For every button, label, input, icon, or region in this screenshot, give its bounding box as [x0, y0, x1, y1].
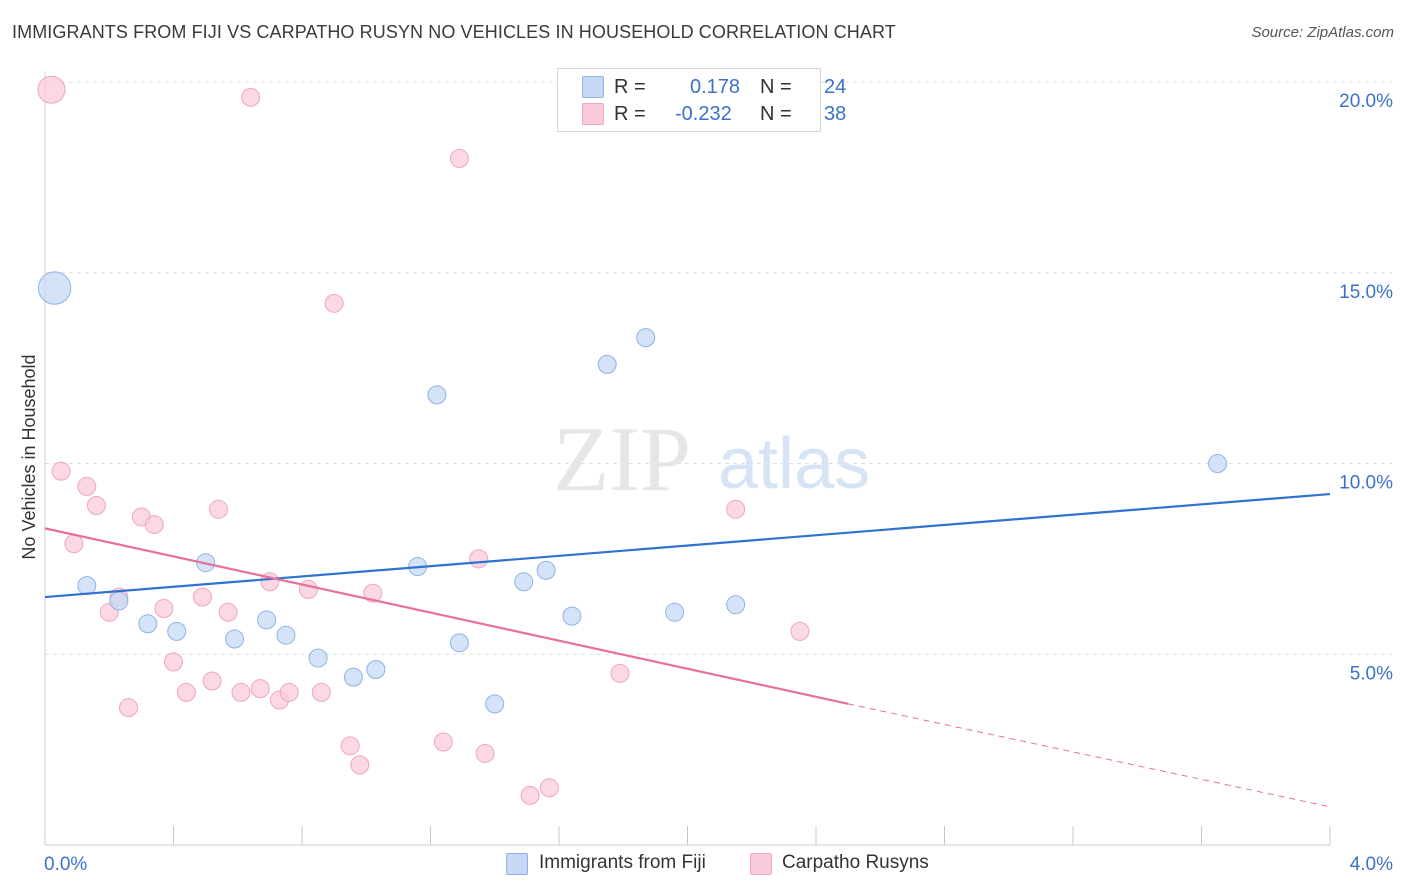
fiji-point [366, 660, 386, 680]
axes [44, 71, 1331, 846]
y-tick-label: 10.0% [1339, 473, 1393, 494]
fiji-r-value: 0.178 [690, 75, 741, 98]
fiji-point [597, 354, 617, 374]
x-tick-label: 0.0% [44, 854, 87, 875]
fiji-point [562, 606, 582, 626]
rusyn-n-value: 38 [824, 102, 847, 125]
y-axis-label: No Vehicles in Household [19, 354, 39, 559]
rusyn-point [250, 679, 270, 699]
fiji-point [665, 602, 685, 622]
rusyn-point [218, 602, 238, 622]
rusyn-point [51, 461, 71, 481]
rusyn-point [475, 743, 495, 763]
fiji-point [308, 648, 328, 668]
rusyn-point [86, 495, 106, 515]
watermark-zip: ZIP [553, 408, 691, 510]
rusyn-point [433, 732, 453, 752]
rusyn-point [202, 671, 222, 691]
rusyn-point [340, 736, 360, 756]
fiji-point [343, 667, 363, 687]
rusyn-point [176, 682, 196, 702]
fiji-n-value: 24 [824, 75, 847, 98]
rusyn-trend-line [44, 527, 849, 705]
fiji-point [138, 614, 158, 634]
chart-source: Source: ZipAtlas.com [1251, 24, 1394, 41]
fiji-legend-label: Immigrants from Fiji [539, 852, 706, 873]
rusyn-point [520, 785, 540, 805]
rusyn-point [324, 293, 344, 313]
fiji-point [636, 328, 656, 348]
tick-labels: 5.0% 10.0% 15.0% 20.0% 0.0% 4.0% [44, 91, 1393, 875]
rusyn-legend-swatch [750, 853, 772, 875]
rusyn-point [298, 579, 318, 599]
fiji-point [1208, 454, 1228, 474]
fiji-point [257, 610, 277, 630]
rusyn-swatch [582, 103, 604, 125]
rusyn-point [726, 499, 746, 519]
rusyn-point [449, 148, 469, 168]
r-label: R = [614, 75, 646, 98]
fiji-swatch [582, 76, 604, 98]
rusyn-point [144, 515, 164, 535]
fiji-point [449, 633, 469, 653]
rusyn-point [192, 587, 212, 607]
fiji-point [109, 591, 129, 611]
rusyn-r-value: -0.232 [675, 102, 732, 125]
rusyn-trend-extension [848, 703, 1331, 808]
r-label: R = [614, 102, 646, 125]
rusyn-point [64, 534, 84, 554]
y-tick-label: 5.0% [1350, 663, 1393, 684]
fiji-point [276, 625, 296, 645]
rusyn-point [119, 698, 139, 718]
rusyn-point [279, 682, 299, 702]
fiji-point [167, 621, 187, 641]
stats-legend: R = 0.178 N = 24 R = -0.232 N = 38 [557, 68, 846, 132]
rusyn-point [241, 87, 261, 107]
trend-lines [44, 492, 1331, 808]
gridlines [45, 81, 1392, 655]
rusyn-point [790, 621, 810, 641]
rusyn-point [469, 549, 489, 569]
fiji-point [536, 560, 556, 580]
n-label: N = [760, 75, 792, 98]
rusyn-point [539, 778, 559, 798]
rusyn-point [37, 75, 66, 104]
fiji-point [427, 385, 447, 405]
x-tick-label: 4.0% [1350, 854, 1393, 875]
rusyn-point [231, 682, 251, 702]
rusyn-legend-label: Carpatho Rusyns [782, 852, 929, 873]
rusyn-point [311, 682, 331, 702]
fiji-point [485, 694, 505, 714]
y-tick-label: 15.0% [1339, 282, 1393, 303]
chart-title: IMMIGRANTS FROM FIJI VS CARPATHO RUSYN N… [12, 22, 896, 42]
fiji-point [77, 576, 97, 596]
rusyn-point [350, 755, 370, 775]
data-points [37, 75, 1228, 805]
fiji-legend-swatch [506, 853, 528, 875]
rusyn-point [164, 652, 183, 672]
n-label: N = [760, 102, 792, 125]
watermark-atlas: atlas [718, 424, 870, 504]
watermark: ZIP atlas [553, 408, 870, 510]
rusyn-point [208, 499, 228, 519]
fiji-trend-line [44, 492, 1331, 599]
fiji-point [726, 595, 746, 615]
fiji-point [37, 271, 72, 305]
fiji-point [514, 572, 534, 592]
rusyn-point [154, 598, 174, 618]
rusyn-point [77, 476, 97, 496]
rusyn-point [363, 583, 383, 603]
fiji-point [225, 629, 245, 649]
rusyn-point [610, 663, 630, 683]
y-tick-label: 20.0% [1339, 91, 1393, 112]
